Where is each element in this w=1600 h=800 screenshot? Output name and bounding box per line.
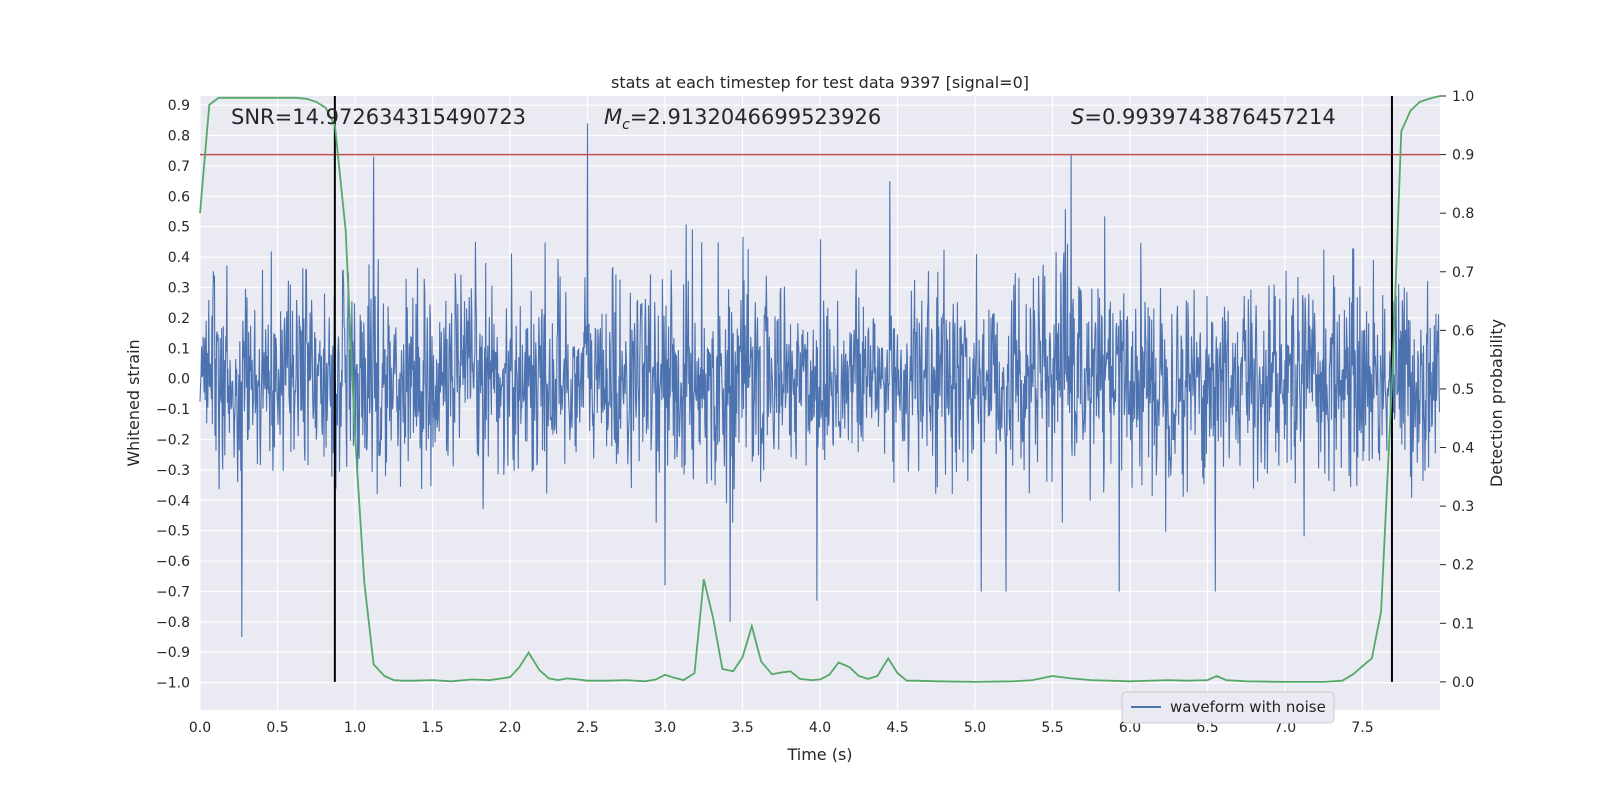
waveform-line (199, 123, 1441, 638)
detection-probability-line (199, 95, 1441, 683)
chart-title: stats at each timestep for test data 939… (611, 73, 1029, 92)
right-y-tick-label: 0.1 (1452, 616, 1474, 632)
y-tick-label: −0.2 (156, 432, 190, 448)
s-symbol: S (1071, 105, 1084, 129)
right-y-axis-label: Detection probability (1487, 319, 1506, 487)
y-tick-label: 0.0 (168, 372, 190, 388)
x-tick-label: 2.0 (499, 720, 521, 736)
x-tick-label: 7.5 (1351, 720, 1373, 736)
x-tick-label: 1.5 (421, 720, 443, 736)
s-annotation: S=0.9939743876457214 (1071, 105, 1336, 129)
y-tick-label: −0.3 (156, 463, 190, 479)
x-tick-label: 5.0 (964, 720, 986, 736)
y-tick-label: 0.2 (168, 311, 190, 327)
x-tick-label: 6.0 (1119, 720, 1141, 736)
x-axis-label: Time (s) (786, 745, 852, 764)
y-tick-label: 0.4 (168, 250, 190, 266)
legend: waveform with noise (1121, 691, 1335, 724)
x-tick-label: 0.0 (189, 720, 211, 736)
x-tick-label: 2.5 (576, 720, 598, 736)
mc-value: =2.9132046699523926 (630, 105, 881, 129)
x-tick-label: 4.0 (809, 720, 831, 736)
y-tick-label: −0.6 (156, 554, 190, 570)
x-tick-label: 0.5 (266, 720, 288, 736)
waveform-series (199, 123, 1441, 638)
mc-subscript: c (622, 117, 630, 133)
mc-annotation: Mc=2.9132046699523926 (604, 105, 881, 133)
right-y-tick-label: 0.5 (1452, 382, 1474, 398)
right-y-tick-label: 0.7 (1452, 265, 1474, 281)
right-y-tick-label: 0.3 (1452, 499, 1474, 515)
x-tick-label: 4.5 (886, 720, 908, 736)
y-tick-label: 0.6 (168, 189, 190, 205)
y-tick-label: 0.8 (168, 129, 190, 145)
right-y-tick-label: 0.8 (1452, 206, 1474, 222)
y-tick-label: −0.1 (156, 402, 190, 418)
x-tick-label: 3.0 (654, 720, 676, 736)
x-tick-label: 5.5 (1041, 720, 1063, 736)
y-tick-label: −1.0 (156, 676, 190, 692)
right-y-tick-label: 0.2 (1452, 558, 1474, 574)
legend-box (1121, 691, 1335, 724)
right-y-tick-label: 1.0 (1452, 89, 1474, 105)
y-tick-label: 0.1 (168, 341, 190, 357)
x-tick-labels: 0.0 0.5 1.0 1.5 2.0 2.5 3.0 3.5 4.0 4.5 5.0 5.5 6.0 6… (189, 720, 1374, 736)
right-y-tick-labels: 1.0 0.9 0.8 0.7 0.6 0.5 0.4 0.3 0.2 0.1 0.0 (1440, 89, 1474, 691)
y-tick-label: −0.8 (156, 615, 190, 631)
snr-annotation: SNR=14.972634315490723 (231, 105, 526, 129)
right-y-tick-label: 0.6 (1452, 323, 1474, 339)
legend-label: waveform with noise (1170, 698, 1326, 716)
right-y-tick-label: 0.9 (1452, 148, 1474, 164)
y-tick-label: −0.5 (156, 524, 190, 540)
x-tick-label: 6.5 (1196, 720, 1218, 736)
y-tick-labels: 0.9 0.8 0.7 0.6 0.5 0.4 0.3 0.2 0.1 0.0 −0.1 −0.2 −0… (156, 98, 190, 692)
y-tick-label: −0.7 (156, 584, 190, 600)
y-tick-label: −0.4 (156, 493, 190, 509)
y-axis-label: Whitened strain (124, 339, 143, 466)
x-tick-label: 1.0 (344, 720, 366, 736)
x-tick-label: 3.5 (731, 720, 753, 736)
y-tick-label: 0.5 (168, 220, 190, 236)
s-value: =0.9939743876457214 (1084, 105, 1335, 129)
y-tick-label: 0.3 (168, 280, 190, 296)
y-tick-label: −0.9 (156, 645, 190, 661)
right-y-tick-label: 0.4 (1452, 441, 1474, 457)
mc-symbol: M (604, 105, 622, 129)
right-y-tick-label: 0.0 (1452, 675, 1474, 691)
y-tick-label: 0.9 (168, 98, 190, 114)
x-tick-label: 7.0 (1274, 720, 1296, 736)
y-tick-label: 0.7 (168, 159, 190, 175)
